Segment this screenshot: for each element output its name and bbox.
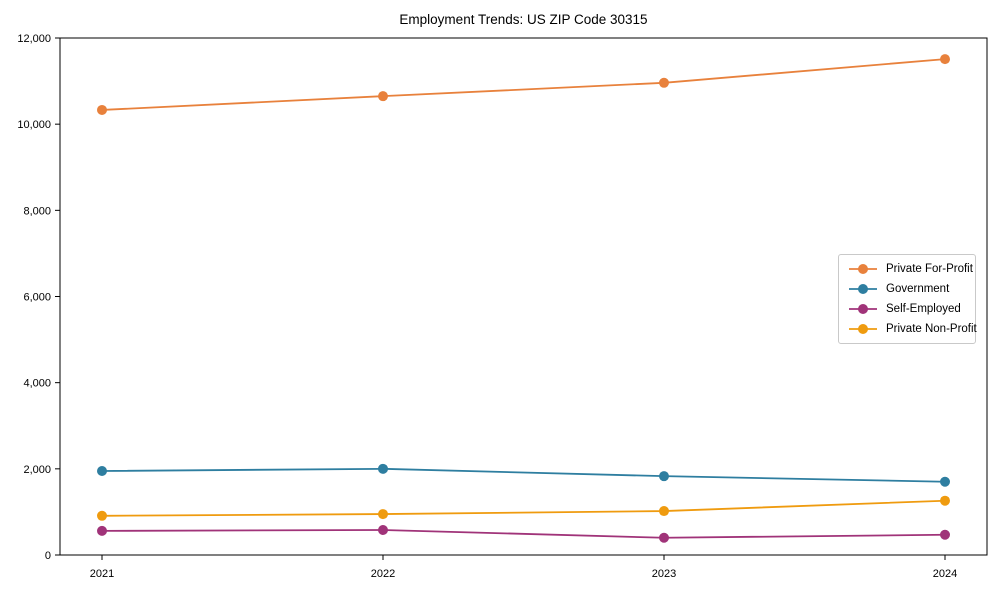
data-point-self-employed-2024 — [940, 529, 950, 540]
x-axis-tick-label: 2023 — [652, 568, 676, 580]
data-point-government-2024 — [940, 476, 950, 487]
data-point-private-non-profit-2023 — [659, 506, 669, 517]
x-axis-tick-label: 2022 — [371, 568, 395, 580]
y-axis-tick-label: 12,000 — [17, 33, 51, 45]
data-point-self-employed-2023 — [659, 532, 669, 543]
legend-dot-self-employed — [858, 304, 868, 314]
data-point-private-non-profit-2022 — [378, 509, 388, 520]
legend-label-government: Government — [886, 283, 950, 295]
legend-label-self-employed: Self-Employed — [886, 303, 961, 315]
data-point-private-for-profit-2022 — [378, 91, 388, 102]
y-axis-tick-label: 4,000 — [23, 378, 51, 390]
data-point-private-for-profit-2023 — [659, 77, 669, 88]
y-axis-tick-label: 10,000 — [17, 119, 51, 131]
series-line-private-for-profit — [101, 58, 946, 111]
series-line-self-employed — [101, 529, 946, 539]
legend-marker-icon-government — [849, 284, 877, 294]
data-point-self-employed-2021 — [97, 525, 107, 536]
y-axis-tick-label: 2,000 — [23, 464, 51, 476]
legend-label-private-for-profit: Private For-Profit — [886, 263, 973, 275]
legend-label-private-non-profit: Private Non-Profit — [886, 323, 977, 335]
legend-marker-icon-self-employed — [849, 304, 877, 314]
legend: Private For-Profit Government Self-Employe… — [838, 254, 977, 344]
x-axis-tick-label: 2024 — [933, 568, 957, 580]
x-axis-tick-label: 2021 — [90, 568, 114, 580]
data-point-private-for-profit-2021 — [97, 104, 107, 115]
legend-dot-government — [858, 284, 868, 294]
data-point-private-non-profit-2024 — [940, 495, 950, 506]
legend-dot-private-for-profit — [858, 264, 868, 274]
y-axis-tick-label: 0 — [45, 550, 51, 562]
data-point-private-non-profit-2021 — [97, 510, 107, 521]
y-axis-tick-label: 6,000 — [23, 292, 51, 304]
legend-marker-icon-private-non-profit — [849, 324, 877, 334]
legend-item-private-non-profit: Private Non-Profit — [848, 321, 977, 337]
legend-item-self-employed: Self-Employed — [848, 301, 966, 317]
series-line-private-non-profit — [101, 499, 946, 517]
legend-item-private-for-profit: Private For-Profit — [848, 261, 973, 277]
chart-title: Employment Trends: US ZIP Code 30315 — [399, 12, 648, 27]
legend-marker-icon-private-for-profit — [849, 264, 877, 274]
data-point-self-employed-2022 — [378, 525, 388, 536]
data-point-government-2021 — [97, 465, 107, 476]
data-point-private-for-profit-2024 — [940, 54, 950, 65]
series-line-government — [101, 467, 946, 483]
legend-item-government: Government — [848, 281, 966, 297]
legend-dot-private-non-profit — [858, 324, 868, 334]
y-axis-tick-label: 8,000 — [23, 205, 51, 217]
data-point-government-2023 — [659, 471, 669, 482]
data-point-government-2022 — [378, 463, 388, 474]
